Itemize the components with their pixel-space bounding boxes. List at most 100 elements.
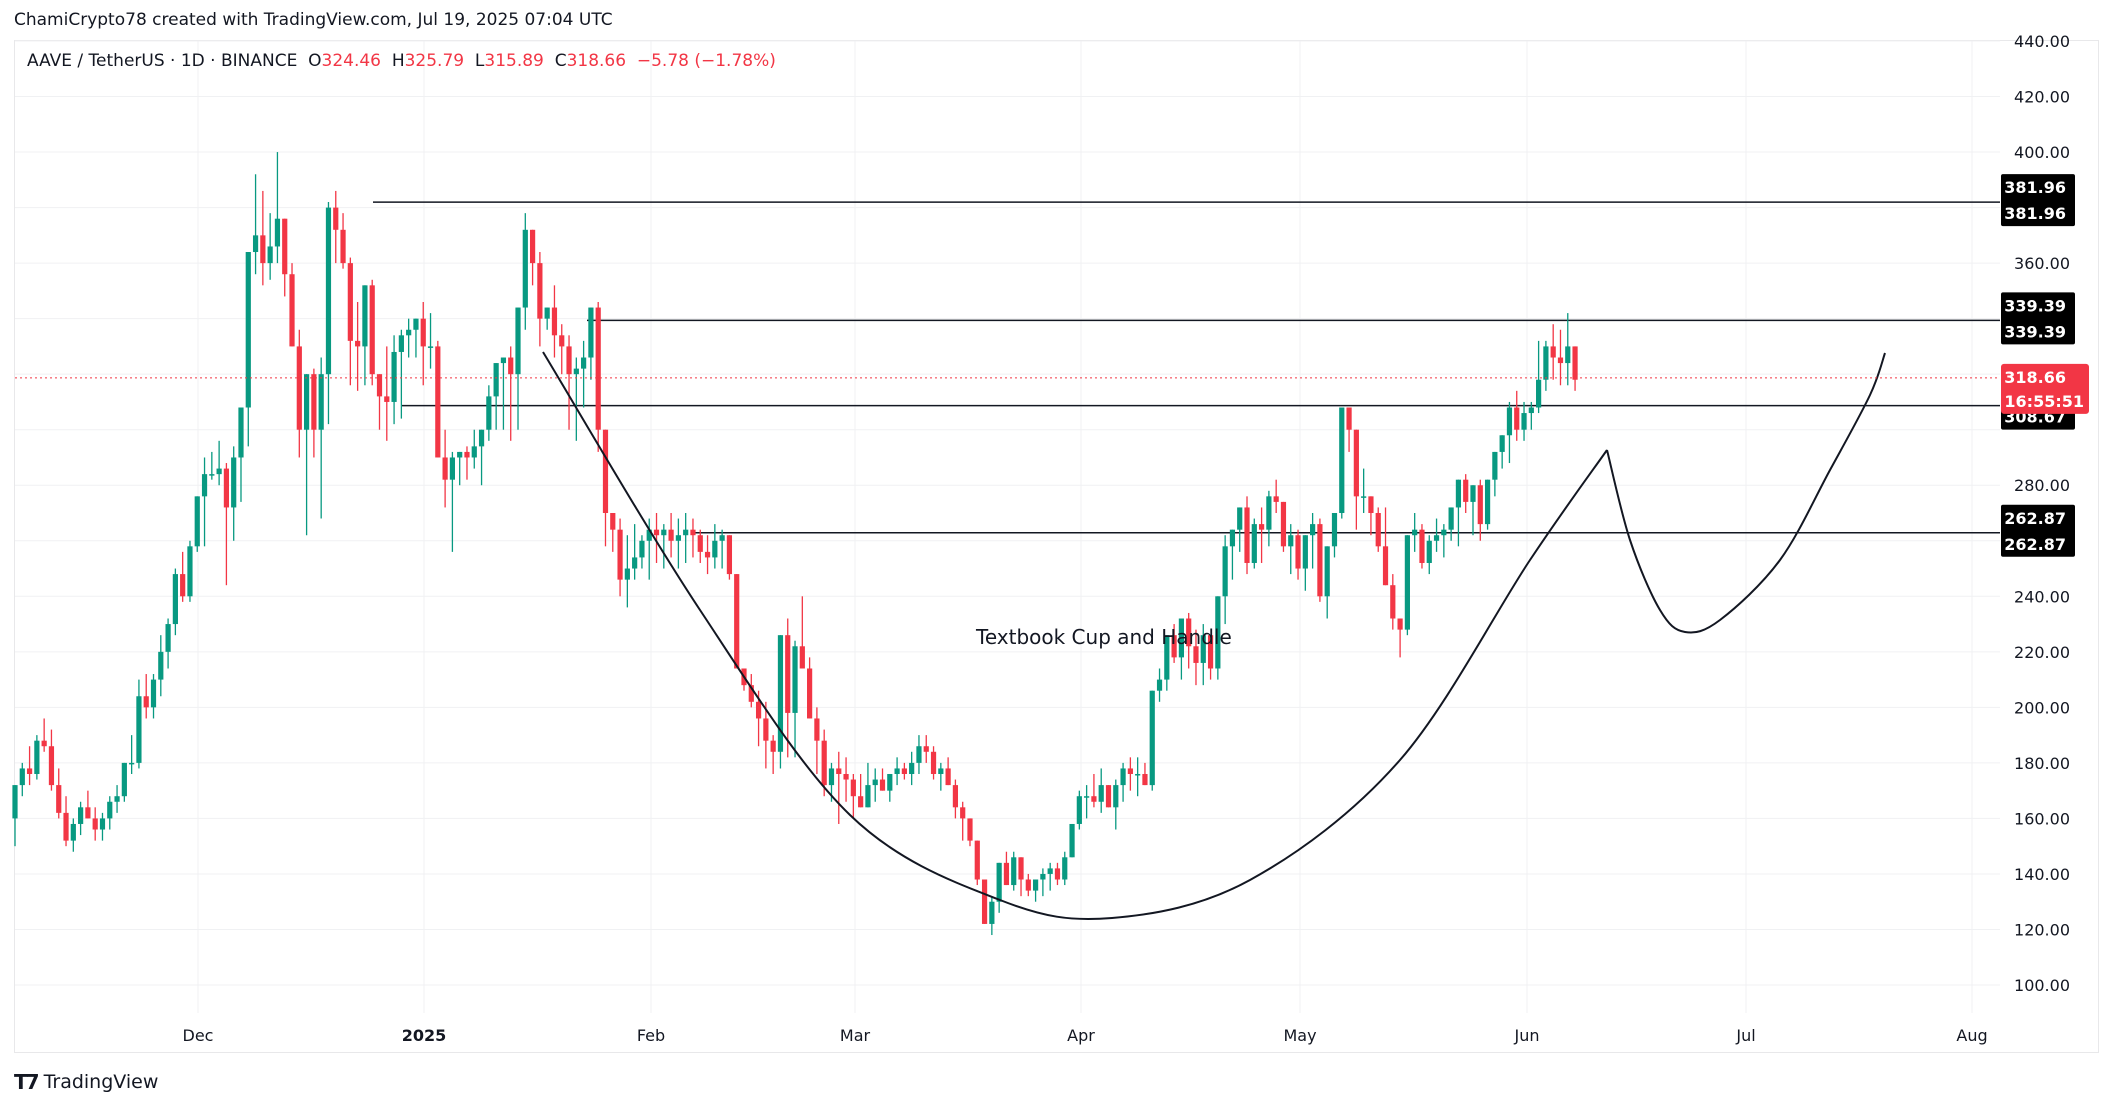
candle — [1142, 773, 1148, 786]
close-value: 318.66 — [566, 51, 627, 71]
svg-text:262.87: 262.87 — [2004, 509, 2066, 528]
pattern-annotation[interactable]: Textbook Cup and Handle — [976, 625, 1232, 649]
candle — [398, 335, 404, 352]
candle — [529, 229, 536, 264]
candle — [1091, 796, 1097, 802]
candle — [1098, 785, 1104, 802]
candle — [1033, 879, 1039, 891]
candle — [165, 624, 171, 652]
tradingview-brand: T7 TradingView — [14, 1070, 158, 1094]
candle — [559, 335, 565, 347]
candle — [1448, 507, 1454, 530]
price-tick-label: 220.00 — [2014, 643, 2070, 662]
candle — [646, 529, 652, 541]
open-value: 324.46 — [321, 51, 381, 71]
candle — [107, 801, 113, 819]
candle — [194, 496, 200, 547]
candle — [274, 218, 281, 247]
candle — [56, 785, 62, 813]
candle — [1054, 868, 1061, 880]
candle — [464, 451, 470, 458]
svg-text:381.96: 381.96 — [2004, 204, 2066, 223]
cup-curve[interactable] — [542, 351, 1608, 921]
candle — [624, 568, 630, 580]
candle — [1484, 479, 1491, 525]
candle — [1229, 529, 1236, 547]
price-badges: 381.96381.96339.39339.39308.67308.67262.… — [2001, 174, 2089, 557]
candle — [158, 651, 164, 680]
candle — [1149, 690, 1155, 786]
price-tick-label: 280.00 — [2014, 476, 2070, 495]
candle — [537, 263, 543, 319]
candle — [1310, 524, 1316, 536]
candle — [785, 635, 791, 713]
candle — [1244, 507, 1250, 563]
candle — [923, 746, 929, 752]
candle — [1514, 407, 1520, 430]
time-tick-label: Apr — [1067, 1026, 1095, 1045]
candle — [471, 446, 477, 458]
level-badge: 381.96 381.96 — [2001, 174, 2075, 227]
candle — [1251, 524, 1257, 563]
time-axis[interactable]: Dec 2025 Feb Mar Apr May Jun Jul Aug — [183, 1026, 1988, 1045]
pattern-drawings[interactable] — [542, 351, 1886, 921]
candle — [661, 529, 667, 536]
horizontal-levels[interactable] — [373, 201, 2000, 534]
candle — [216, 468, 222, 475]
time-tick-label: May — [1283, 1026, 1316, 1045]
price-axis[interactable]: 440.00 420.00 400.00 360.00 280.00 240.00 220.… — [2014, 32, 2070, 995]
time-tick-label: Dec — [183, 1026, 214, 1045]
candle — [1280, 501, 1287, 547]
candle — [981, 879, 988, 924]
candle — [34, 740, 40, 774]
candle — [1324, 546, 1330, 597]
candle — [427, 346, 434, 348]
candle — [1215, 596, 1221, 669]
candle — [697, 535, 703, 552]
candle — [325, 207, 332, 375]
candle — [1156, 679, 1163, 691]
time-tick-label: Jun — [1514, 1026, 1540, 1045]
candle — [143, 696, 149, 708]
candle — [231, 457, 237, 508]
candle — [1477, 485, 1483, 525]
candle — [486, 396, 492, 430]
candle — [289, 274, 295, 347]
candle — [1295, 535, 1301, 569]
candle — [668, 529, 674, 541]
candle — [1463, 479, 1469, 502]
candle — [1164, 635, 1170, 680]
candle — [1105, 785, 1112, 808]
candle — [850, 779, 856, 797]
candle — [304, 374, 310, 430]
candle — [719, 535, 725, 541]
candle — [1084, 796, 1090, 798]
candle — [362, 285, 368, 347]
time-tick-label: Mar — [840, 1026, 871, 1045]
candle — [770, 740, 776, 752]
candle — [78, 807, 84, 824]
change-value: −5.78 (−1.78%) — [636, 51, 776, 71]
candle — [1499, 435, 1505, 452]
candle — [828, 768, 835, 786]
candle — [48, 746, 55, 786]
candle — [252, 235, 259, 253]
low-label: L — [474, 51, 485, 71]
candle — [1404, 535, 1410, 630]
candle — [1113, 785, 1119, 808]
candle — [493, 363, 499, 397]
candle — [187, 546, 193, 597]
price-tick-label: 120.00 — [2014, 920, 2070, 939]
price-tick-label: 360.00 — [2014, 254, 2070, 273]
candle — [1521, 413, 1527, 430]
handle-curve[interactable] — [1606, 352, 1886, 634]
candle — [12, 785, 18, 819]
candle — [223, 468, 230, 508]
symbol-title[interactable]: AAVE / TetherUS · 1D · BINANCE — [27, 51, 298, 71]
candle — [1397, 618, 1403, 630]
svg-text:16:55:51: 16:55:51 — [2004, 392, 2084, 411]
tradingview-logo-icon: T7 — [14, 1070, 40, 1094]
candle — [843, 773, 849, 780]
candle — [639, 540, 645, 558]
